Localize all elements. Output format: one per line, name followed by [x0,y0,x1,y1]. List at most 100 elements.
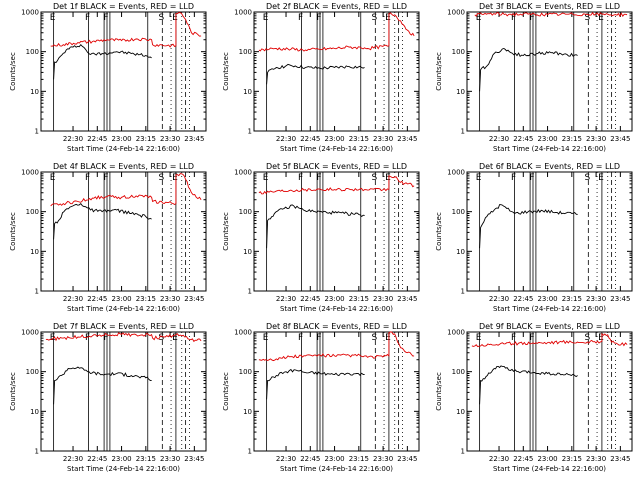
plot-frame [253,171,420,292]
plot-frame [40,171,207,292]
y-axis-label: Counts/sec [9,52,17,91]
chart-title: Det 6f BLACK = Events, RED = LLD [479,162,620,171]
marker-letter: S [584,333,590,343]
marker-letter: E [263,13,269,23]
detector-panel: Det 3f BLACK = Events, RED = LLD 1 10 100 10… [426,0,639,160]
x-tick-label: 22:45 [87,455,107,463]
chart-svg: Det 4f BLACK = Events, RED = LLD 1 10 100 10… [9,162,207,313]
x-tick-label: 23:00 [111,455,131,463]
y-tick-label: 1000 [234,329,252,337]
y-tick-label: 1000 [21,329,39,337]
events-series-line [53,366,152,405]
marker-letter: E [476,333,482,343]
marker-letter: S [158,333,164,343]
marker-letter: F [103,173,108,183]
lld-series-line [50,173,202,207]
marker-letter: E [172,333,178,343]
x-tick-label: 23:30 [373,455,393,463]
plot-frame [253,11,420,132]
marker-letter: E [385,173,391,183]
y-tick-label: 100 [239,208,252,216]
marker-letter: F [85,13,90,23]
y-axis-label: Counts/sec [9,212,17,251]
x-axis-label: Start Time (24-Feb-14 22:16:00) [280,465,393,473]
x-tick-label: 23:30 [586,135,606,143]
marker-letter: F [316,13,321,23]
x-axis-label: Start Time (24-Feb-14 22:16:00) [493,305,606,313]
marker-letter: F [85,333,90,343]
x-tick-label: 23:45 [610,295,630,303]
x-tick-label: 23:30 [586,455,606,463]
chart-title: Det 9f BLACK = Events, RED = LLD [479,322,620,331]
x-tick-label: 23:00 [537,455,557,463]
y-tick-label: 1 [461,128,465,136]
x-tick-label: 22:45 [87,135,107,143]
plot-frame [466,11,633,132]
x-tick-label: 23:15 [562,135,582,143]
chart-title: Det 7f BLACK = Events, RED = LLD [53,322,194,331]
x-tick-label: 23:15 [349,455,369,463]
x-tick-label: 23:15 [136,455,156,463]
y-tick-label: 1000 [447,169,465,177]
plot-frame [253,331,420,452]
lld-series-line [258,331,415,362]
x-tick-label: 23:15 [349,295,369,303]
y-tick-label: 1 [248,128,252,136]
marker-letter: F [511,13,516,23]
marker-letter: E [263,333,269,343]
y-tick-label: 1 [248,448,252,456]
marker-letter: F [511,173,516,183]
chart-title: Det 2f BLACK = Events, RED = LLD [266,2,407,11]
y-tick-label: 100 [452,208,465,216]
x-tick-label: 23:15 [136,295,156,303]
y-tick-label: 1 [461,448,465,456]
y-axis-label: Counts/sec [222,52,230,91]
x-tick-label: 23:00 [111,135,131,143]
detector-panel: Det 4f BLACK = Events, RED = LLD 1 10 100 10… [0,160,213,320]
detector-panel: Det 2f BLACK = Events, RED = LLD 1 10 100 10… [213,0,426,160]
chart-svg: Det 7f BLACK = Events, RED = LLD 1 10 100 10… [9,322,207,473]
lld-series-line [50,12,202,48]
y-tick-label: 100 [452,48,465,56]
marker-letter: S [371,333,377,343]
y-tick-label: 1000 [21,9,39,17]
x-tick-label: 22:45 [300,135,320,143]
marker-letter: F [316,173,321,183]
y-tick-label: 10 [30,248,39,256]
events-series-line [266,204,365,249]
x-tick-label: 23:45 [184,455,204,463]
x-tick-label: 22:30 [489,455,509,463]
x-tick-label: 22:45 [513,295,533,303]
y-tick-label: 100 [26,48,39,56]
x-axis-label: Start Time (24-Feb-14 22:16:00) [280,305,393,313]
marker-letter: S [371,13,377,23]
y-tick-label: 10 [243,408,252,416]
x-axis-label: Start Time (24-Feb-14 22:16:00) [493,465,606,473]
y-tick-label: 1 [35,448,39,456]
plot-frame [40,11,207,132]
x-axis-label: Start Time (24-Feb-14 22:16:00) [493,145,606,153]
marker-letter: S [584,173,590,183]
y-tick-label: 10 [243,248,252,256]
x-tick-label: 23:45 [184,135,204,143]
detector-panel: Det 5f BLACK = Events, RED = LLD 1 10 100 10… [213,160,426,320]
marker-letter: S [158,13,164,23]
y-axis-label: Counts/sec [435,52,443,91]
x-tick-label: 23:00 [324,295,344,303]
x-tick-label: 23:30 [373,295,393,303]
x-axis-label: Start Time (24-Feb-14 22:16:00) [67,145,180,153]
x-tick-label: 23:45 [397,455,417,463]
chart-svg: Det 8f BLACK = Events, RED = LLD 1 10 100 10… [222,322,420,473]
x-tick-label: 22:30 [276,135,296,143]
events-series-line [479,365,578,405]
marker-letter: F [529,333,534,343]
chart-svg: Det 1f BLACK = Events, RED = LLD 1 10 100 10… [9,2,207,153]
y-tick-label: 10 [456,408,465,416]
marker-letter: E [598,13,604,23]
x-tick-label: 22:45 [513,455,533,463]
marker-letter: F [85,173,90,183]
y-axis-label: Counts/sec [222,212,230,251]
marker-letter: E [476,13,482,23]
x-tick-label: 22:45 [300,295,320,303]
